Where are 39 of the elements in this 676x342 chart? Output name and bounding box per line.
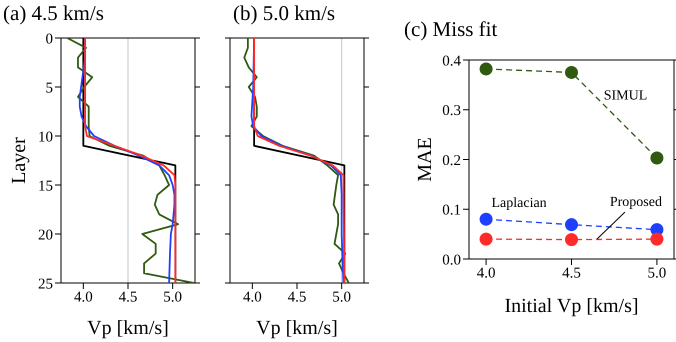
series-label: Laplacian [491,196,547,212]
y-tick-label: 15 [38,178,53,194]
point [480,232,493,246]
x-tick-label: 4.0 [74,290,93,306]
point [565,66,578,79]
x-tick-label: 5.0 [648,266,666,282]
y-tick-label: 10 [38,129,53,146]
y-tick-label: 0 [46,31,53,48]
series-label: SIMUL [604,88,648,104]
y-tick-label: 20 [38,227,53,244]
y-tick-label: 0.0 [442,252,461,268]
y-tick-label: 0.2 [442,152,461,169]
x-tick-label: 4.5 [118,290,138,306]
x-tick-label: 5.0 [163,290,182,306]
y-tick-label: 0.1 [442,202,461,219]
x-tick-label: 4.5 [288,290,306,306]
x-axis-title: Vp [km/s] [87,317,169,339]
y-tick-label: 5 [46,80,53,96]
point [565,233,578,246]
point [480,62,493,76]
point [565,218,578,232]
chart-title: (c) Miss fit [404,16,498,42]
series-label: Proposed [610,195,662,210]
y-tick-label: 0.4 [442,53,462,70]
chart-title: (b) 5.0 km/s [233,0,336,26]
x-tick-label: 4.0 [242,290,262,306]
y-axis-title: MAE [414,137,436,182]
x-tick-label: 5.0 [332,290,352,306]
x-axis-title: Initial Vp [km/s] [504,295,639,317]
point [480,212,493,226]
x-axis-title: Vp [km/s] [256,317,338,339]
y-tick-label: 25 [38,276,53,292]
x-tick-label: 4.5 [562,266,581,282]
y-axis-title: Layer [8,136,30,184]
point [650,152,664,165]
y-tick-label: 0.3 [442,103,461,120]
point [650,232,664,246]
chart-title: (a) 4.5 km/s [3,0,104,26]
x-tick-label: 4.0 [476,266,496,282]
